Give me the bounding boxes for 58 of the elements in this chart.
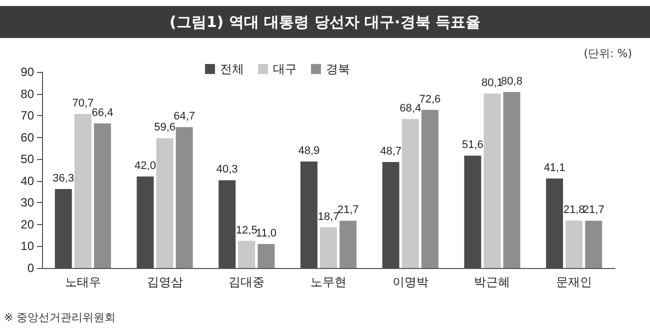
y-tick-label: 80: [20, 86, 34, 101]
bar: [74, 114, 92, 268]
bar: [503, 92, 520, 268]
x-tick-label: 노무현: [310, 275, 346, 289]
y-tick-label: 90: [20, 65, 34, 79]
data-label: 48,7: [380, 145, 402, 158]
data-label: 12,5: [236, 224, 258, 236]
y-tick-label: 60: [20, 130, 34, 144]
data-label: 21,8: [563, 204, 585, 216]
y-tick-label: 10: [20, 239, 34, 254]
data-label: 80,8: [501, 76, 522, 88]
x-tick-label: 이명박: [392, 275, 428, 289]
legend-label: 대구: [273, 62, 297, 76]
data-label: 48,9: [298, 145, 320, 158]
x-tick-label: 노태우: [64, 275, 101, 289]
data-label: 21,7: [582, 204, 604, 216]
data-label: 59,6: [154, 122, 176, 134]
text: ※ 중앙선거관리위원회: [4, 310, 116, 325]
bar: [585, 220, 602, 268]
chart-title: (그림1) 역대 대통령 당선자 대구·경북 득표율: [0, 6, 650, 38]
data-label: 80,1: [482, 77, 503, 90]
bar: [176, 127, 193, 268]
bar: [340, 220, 357, 268]
text: (단위: %): [584, 46, 632, 61]
data-label: 11,0: [256, 228, 276, 240]
data-label: 70,7: [72, 98, 94, 110]
legend-label: 전체: [220, 62, 244, 76]
x-tick-label: 김영삼: [146, 275, 183, 289]
data-label: 36,3: [52, 172, 74, 184]
x-tick-label: 박근혜: [474, 275, 510, 289]
data-label: 51,6: [462, 139, 484, 152]
bar: [156, 138, 174, 268]
y-tick-label: 30: [20, 196, 34, 210]
data-label: 42,0: [134, 160, 156, 172]
data-label: 21,7: [337, 204, 359, 216]
bar: [320, 227, 337, 268]
data-label: 68,4: [400, 102, 422, 115]
data-label: 72,6: [419, 93, 441, 106]
data-label: 66,4: [92, 106, 114, 119]
x-tick-label: 김대중: [228, 275, 265, 289]
x-tick-label: 문재인: [556, 275, 592, 289]
y-tick-label: 50: [20, 152, 34, 166]
bar: [566, 220, 583, 268]
data-label: 18,7: [318, 210, 340, 223]
bar: [484, 94, 501, 268]
bar: [258, 244, 275, 268]
bar: [94, 123, 111, 268]
bar: [402, 119, 419, 268]
bar: [421, 110, 438, 268]
data-label: 40,3: [216, 164, 238, 176]
bar: [238, 240, 256, 268]
y-tick-label: 40: [20, 174, 34, 188]
data-label: 64,7: [174, 110, 196, 123]
y-tick-label: 0: [27, 261, 34, 275]
data-label: 41,1: [544, 162, 566, 174]
y-tick-label: 20: [20, 217, 34, 232]
legend-label: 경북: [326, 62, 350, 76]
y-tick-label: 70: [20, 108, 34, 123]
